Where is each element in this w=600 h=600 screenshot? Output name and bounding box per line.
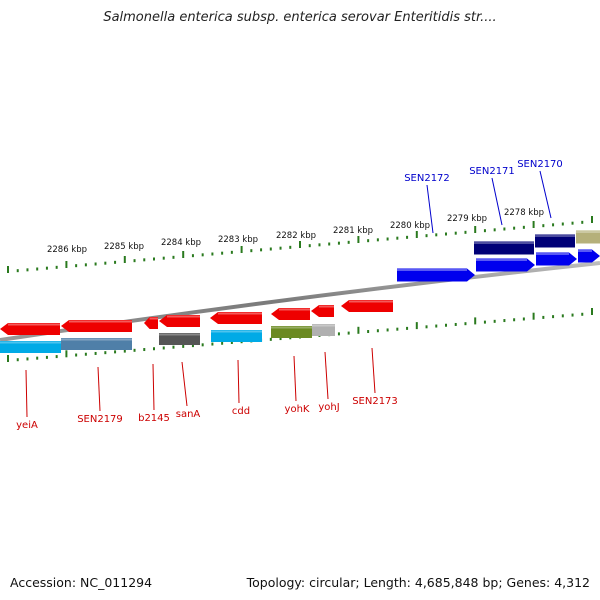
gene-label-SEN2172[interactable]: SEN2172 [404,173,450,184]
kbp-label: 2281 kbp [333,226,373,236]
leader-sanA [181,361,188,407]
leader-SEN2171 [491,177,503,226]
reverse-gene-block-cdd[interactable] [211,330,262,342]
leader-SEN2170 [539,170,552,219]
reverse-cds-SEN2173[interactable] [341,300,393,312]
leader-yohJ [324,351,329,400]
reverse-cds-sanA[interactable] [159,315,200,327]
leader-SEN2179 [97,366,101,412]
gene-label-SEN2171[interactable]: SEN2171 [469,166,515,177]
kbp-label: 2284 kbp [161,238,201,248]
reverse-gene-block-yohK[interactable] [271,326,312,338]
forward-cds-SEN2170[interactable] [536,252,577,266]
leader-cdd [237,359,240,404]
gene-label-SEN2170[interactable]: SEN2170 [517,159,563,170]
kbp-label-layer: 2286 kbp 2285 kbp 2284 kbp 2283 kbp 2282… [47,208,544,255]
gene-labels: SEN2172 SEN2171 SEN2170 yeiA SEN2179 b21… [16,159,563,431]
kbp-label: 2282 kbp [276,231,316,241]
reverse-gene-block-yohJ[interactable] [312,324,335,336]
gene-label-cdd[interactable]: cdd [232,406,250,417]
kbp-label: 2286 kbp [47,245,87,255]
leader-yohK [293,355,297,402]
forward-gene-block-SEN2170[interactable] [535,234,575,248]
leader-b2145 [152,363,155,411]
reverse-gene-block-SEN2179[interactable] [61,338,132,350]
leader-yeiA [25,369,28,418]
gene-label-SEN2173[interactable]: SEN2173 [352,396,398,407]
reverse-gene-block-sanA[interactable] [159,333,200,345]
reverse-cds-SEN2179[interactable] [61,320,132,332]
kbp-label: 2280 kbp [390,221,430,231]
reverse-gene-block-yeiA[interactable] [0,341,61,353]
reverse-cds-yohK[interactable] [271,308,310,320]
gene-label-yohJ[interactable]: yohJ [318,402,339,413]
forward-gene-block-partial[interactable] [576,230,600,244]
forward-cds-partial[interactable] [578,249,600,263]
upper-tick-track [7,216,593,273]
forward-cds-SEN2172[interactable] [397,268,475,282]
label-leaders [25,170,552,418]
gene-label-sanA[interactable]: sanA [176,409,201,420]
gene-label-yohK[interactable]: yohK [285,404,310,415]
reverse-cds-b2145[interactable] [144,317,158,329]
gene-features [0,230,600,353]
reverse-cds-yohJ[interactable] [311,305,334,317]
leader-SEN2172 [426,184,434,234]
organism-title: Salmonella enterica subsp. enterica sero… [103,10,497,25]
kbp-label: 2279 kbp [447,214,487,224]
accession-text: Accession: NC_011294 [10,575,153,590]
reverse-cds-yeiA[interactable] [0,323,60,335]
gene-label-yeiA[interactable]: yeiA [16,420,38,431]
kbp-label: 2283 kbp [218,235,258,245]
gene-label-SEN2179[interactable]: SEN2179 [77,414,123,425]
forward-gene-block-SEN2171[interactable] [474,241,534,255]
forward-cds-SEN2171[interactable] [476,258,535,272]
kbp-label: 2278 kbp [504,208,544,218]
kbp-label: 2285 kbp [104,242,144,252]
topology-summary-text: Topology: circular; Length: 4,685,848 bp… [246,575,590,590]
leader-SEN2173 [371,347,376,394]
reverse-cds-cdd[interactable] [210,312,262,324]
gene-label-b2145[interactable]: b2145 [138,413,170,424]
